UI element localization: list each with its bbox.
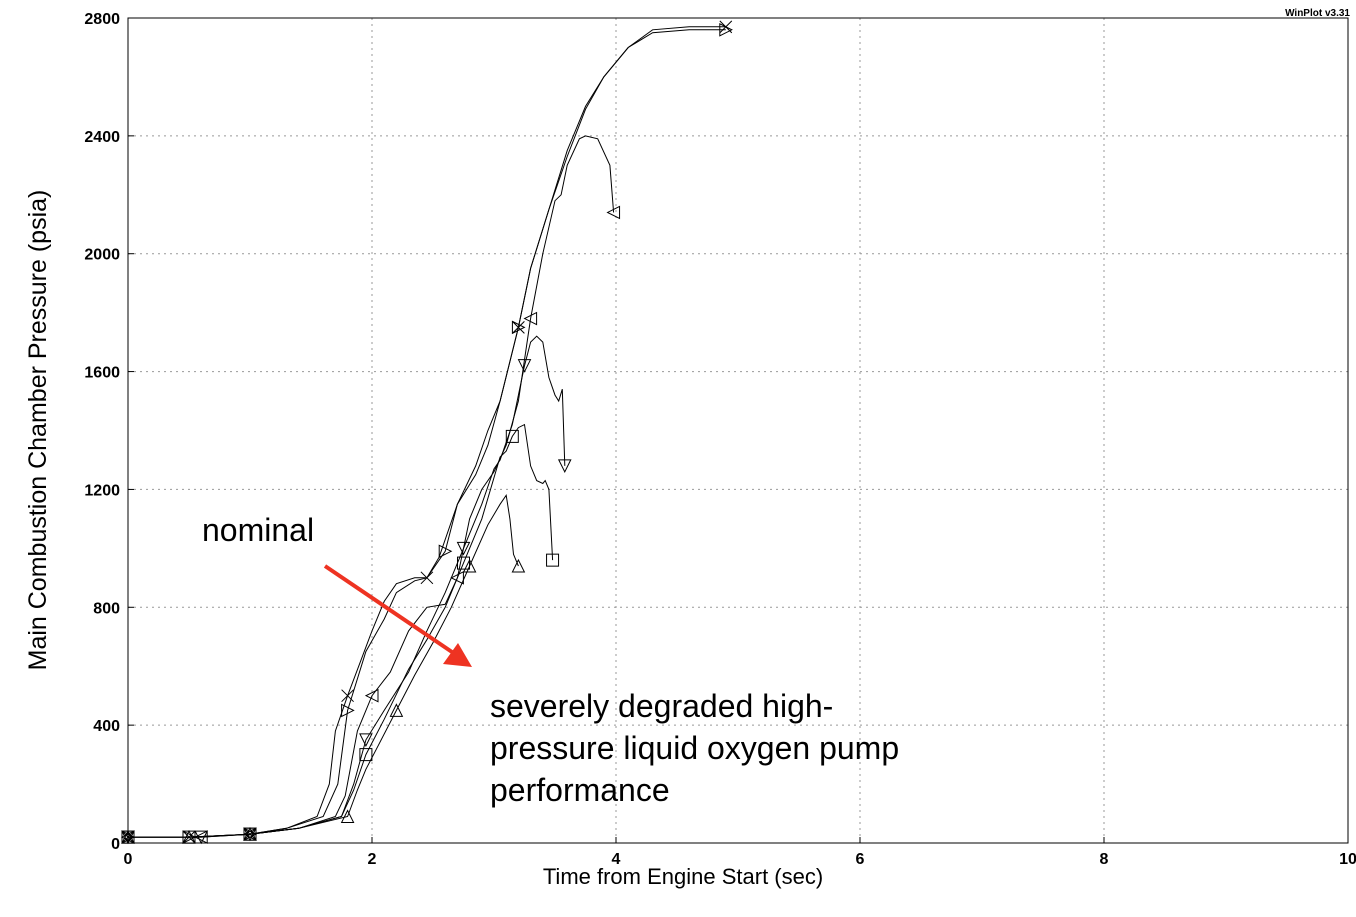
data-point xyxy=(243,827,257,841)
series-line xyxy=(128,29,726,838)
annotation-line: severely degraded high- xyxy=(490,688,833,724)
data-point xyxy=(457,556,470,570)
data-point xyxy=(340,809,355,823)
annotation-degraded: severely degraded high-pressure liquid o… xyxy=(490,688,899,808)
x-tick-label: 10 xyxy=(1339,851,1356,868)
data-point xyxy=(450,571,464,585)
watermark: WinPlot v3.31 xyxy=(1285,8,1350,19)
y-tick-label: 1200 xyxy=(84,482,120,499)
data-point xyxy=(462,558,477,573)
x-axis-label: Time from Engine Start (sec) xyxy=(543,864,823,889)
series-line xyxy=(128,135,615,838)
y-tick-label: 400 xyxy=(93,718,120,735)
y-tick-label: 1600 xyxy=(84,365,120,382)
data-point xyxy=(557,459,572,473)
annotation-line: performance xyxy=(490,772,670,808)
data-point xyxy=(719,22,733,37)
x-tick-label: 8 xyxy=(1100,851,1109,868)
data-point xyxy=(546,553,560,567)
annotation-line: pressure liquid oxygen pump xyxy=(490,730,899,766)
data-point xyxy=(341,703,355,718)
data-point xyxy=(517,359,532,373)
y-tick-label: 2000 xyxy=(84,247,120,264)
y-tick-label: 2400 xyxy=(84,129,120,146)
x-tick-label: 4 xyxy=(612,851,621,868)
series-triangle-down xyxy=(121,335,572,845)
data-point xyxy=(341,689,354,703)
data-point xyxy=(505,429,519,443)
tick-labels: 0 2 4 6 8 10 0 400 800 1200 1600 2000 2400 2800 xyxy=(84,11,1356,868)
data-point xyxy=(364,688,379,703)
x-tick-label: 0 xyxy=(124,851,133,868)
data-point xyxy=(523,311,538,326)
data-point xyxy=(359,748,373,762)
data-point xyxy=(389,703,404,717)
x-tick-label: 2 xyxy=(368,851,377,868)
annotation-arrow xyxy=(323,564,472,667)
series-lines xyxy=(120,20,733,845)
data-point xyxy=(511,558,526,573)
x-tick-label: 6 xyxy=(856,851,865,868)
series-line xyxy=(128,493,519,838)
data-point xyxy=(456,541,471,556)
y-axis-label: Main Combustion Chamber Pressure (psia) xyxy=(24,190,52,671)
plot-area xyxy=(127,17,1349,844)
series-line xyxy=(128,423,554,838)
y-tick-label: 2800 xyxy=(84,11,120,28)
annotation-nominal: nominal xyxy=(202,512,314,548)
series-line xyxy=(128,26,726,838)
data-point xyxy=(438,544,453,559)
y-tick-label: 0 xyxy=(111,836,120,853)
data-point xyxy=(511,320,526,335)
y-tick-label: 800 xyxy=(93,600,120,617)
data-point xyxy=(359,733,373,747)
data-point xyxy=(606,205,621,220)
